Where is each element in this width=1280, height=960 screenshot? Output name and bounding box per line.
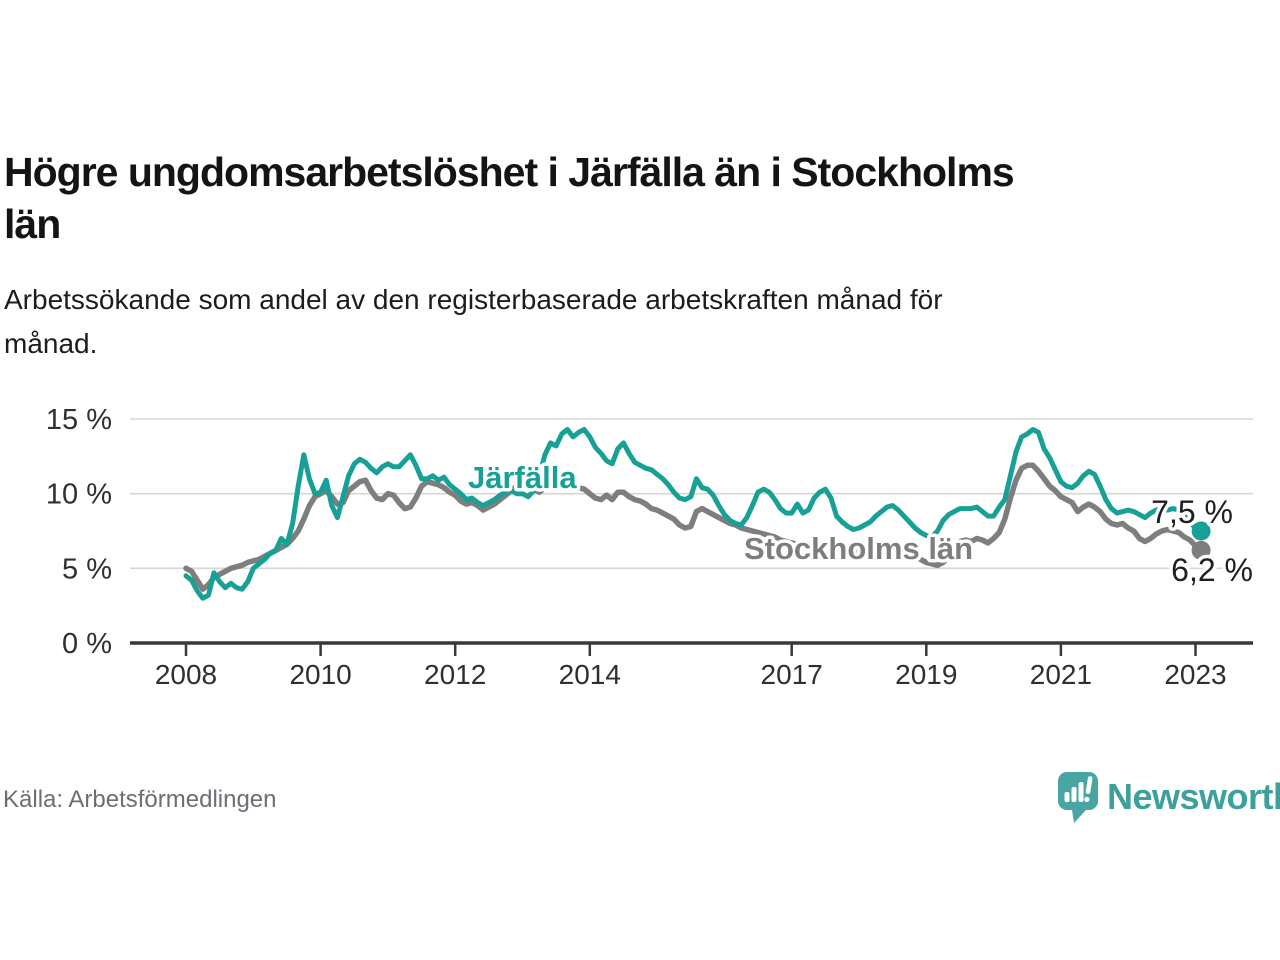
series-label-stockholms-lan: Stockholms län [744,531,973,566]
series-label-jarfalla: Järfälla [468,460,577,495]
line-series-jarfalla [183,427,1204,601]
y-tick-label-15: 15 % [46,404,112,436]
source-note: Källa: Arbetsförmedlingen [3,786,277,813]
x-axis: 2008 2010 2012 2014 2017 2019 2021 2023 [130,641,1253,690]
chart-title-line-2: län [4,201,61,247]
x-tick-label-2010: 2010 [289,659,351,690]
x-tick-label-2021: 2021 [1030,659,1092,690]
chart-subtitle-line-2: månad. [4,328,98,359]
x-tick-label-2019: 2019 [895,659,957,690]
y-tick-label-0: 0 % [62,628,112,660]
x-tick-label-2023: 2023 [1164,659,1226,690]
x-tick-label-2014: 2014 [559,659,621,690]
chart-subtitle: Arbetssökande som andel av den registerb… [4,278,1276,366]
y-tick-label-10: 10 % [46,479,112,511]
x-tick-label-2012: 2012 [424,659,486,690]
end-dot-stockholms-lan [1191,540,1211,560]
newsworthy-logo: Newsworthy [1058,772,1280,823]
end-value-label-jarfalla: 7,5 % [1151,494,1233,530]
x-tick-label-2008: 2008 [155,659,217,690]
y-tick-label-5: 5 % [62,553,112,585]
chart-title: Högre ungdomsarbetslöshet i Järfälla än … [4,146,1276,250]
end-value-label-stockholms-lan: 6,2 % [1171,552,1253,588]
x-tick-label-2017: 2017 [761,659,823,690]
end-dot-jarfalla [1191,521,1211,541]
y-axis-labels: 0 % 5 % 10 % 15 % [46,404,112,660]
line-series-stockholms-lan [183,462,1204,592]
logo-bars-icon [1064,776,1093,803]
chart-subtitle-line-1: Arbetssökande som andel av den registerb… [4,284,943,315]
chart-title-line-1: Högre ungdomsarbetslöshet i Järfälla än … [4,149,1015,195]
logo-wordmark: Newsworthy [1107,776,1280,817]
